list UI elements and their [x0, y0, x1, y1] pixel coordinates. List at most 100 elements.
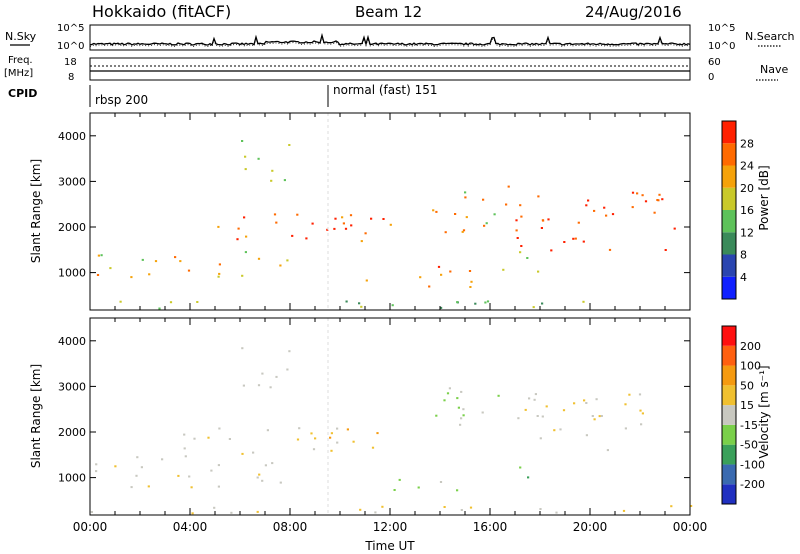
- echo-cell: [673, 227, 676, 230]
- echo-cell: [256, 510, 259, 513]
- echo-cell: [481, 411, 484, 414]
- echo-cell: [598, 415, 601, 418]
- echo-cell: [519, 204, 522, 207]
- colorbar-segment: [722, 276, 736, 299]
- echo-cell: [519, 466, 522, 469]
- echo-cell: [261, 372, 264, 375]
- echo-cell: [515, 229, 518, 232]
- echo-cell: [230, 511, 233, 514]
- echo-cell: [344, 227, 348, 230]
- echo-cell: [600, 415, 603, 417]
- echo-cell: [555, 511, 558, 514]
- echo-cell: [459, 423, 462, 426]
- echo-cell: [391, 304, 394, 307]
- echo-cell: [536, 415, 539, 417]
- freq-panel-frame: [89, 57, 691, 81]
- echo-cell: [314, 437, 317, 440]
- echo-cell: [191, 512, 194, 515]
- echo-cell: [469, 286, 472, 288]
- velocity-panel-bg: [90, 318, 690, 515]
- echo-cell: [130, 276, 133, 279]
- echo-cell: [376, 432, 379, 435]
- nave-right-tick-top: 60: [708, 57, 721, 68]
- echo-cell: [341, 216, 344, 219]
- echo-cell: [258, 473, 261, 476]
- noise-left-tick-bottom: 10^0: [57, 41, 84, 52]
- colorbar-segment: [722, 444, 736, 465]
- echo-cell: [187, 269, 191, 272]
- echo-cell: [464, 191, 467, 194]
- echo-cell: [345, 300, 348, 303]
- echo-cell: [96, 274, 100, 276]
- echo-cell: [305, 237, 308, 240]
- echo-cell: [640, 423, 643, 426]
- echo-cell: [336, 441, 339, 444]
- echo-cell: [624, 427, 627, 430]
- echo-cell: [364, 232, 367, 235]
- echo-cell: [572, 237, 575, 240]
- echo-cell: [603, 206, 606, 209]
- colorbar-tick-label: 8: [740, 249, 747, 262]
- xtick-label: 00:00: [673, 520, 708, 534]
- echo-cell: [370, 217, 373, 220]
- echo-cell: [207, 436, 210, 439]
- echo-cell: [217, 225, 220, 228]
- echo-cell: [482, 198, 485, 201]
- echo-cell: [311, 222, 314, 225]
- echo-cell: [352, 440, 355, 443]
- echo-cell: [484, 301, 487, 304]
- station-title: Hokkaido (fitACF): [92, 2, 231, 21]
- echo-cell: [641, 194, 644, 197]
- echo-cell: [330, 449, 333, 452]
- freq-label-line1: Freq.: [8, 55, 33, 66]
- echo-cell: [605, 214, 608, 217]
- noise-right-tick-top: 10^5: [708, 23, 735, 34]
- echo-cell: [326, 228, 329, 231]
- echo-cell: [217, 485, 220, 488]
- echo-cell: [279, 481, 282, 484]
- beam-title: Beam 12: [355, 3, 422, 21]
- echo-cell: [656, 199, 659, 201]
- echo-cell: [574, 237, 577, 240]
- echo-cell: [242, 384, 245, 387]
- echo-cell: [417, 486, 420, 489]
- noise-panel-frame: [89, 24, 691, 51]
- echo-cell: [624, 403, 627, 406]
- xtick-label: 00:00: [73, 520, 108, 534]
- colorbar-tick-label: 200: [740, 340, 761, 353]
- echo-cell: [435, 210, 438, 213]
- echo-cell: [350, 224, 353, 227]
- echo-cell: [526, 257, 529, 259]
- echo-cell: [389, 223, 392, 226]
- colorbar-segment: [722, 365, 736, 386]
- echo-cell: [435, 414, 438, 417]
- echo-cell: [269, 386, 272, 389]
- echo-cell: [460, 390, 463, 393]
- echo-cell: [577, 221, 580, 224]
- echo-cell: [210, 469, 213, 472]
- colorbar-segment: [722, 424, 736, 445]
- echo-cell: [264, 464, 267, 467]
- echo-cell: [644, 200, 648, 203]
- echo-cell: [464, 196, 467, 199]
- echo-cell: [169, 301, 173, 304]
- echo-cell: [440, 306, 443, 309]
- echo-cell: [446, 392, 450, 395]
- echo-cell: [393, 489, 396, 491]
- echo-cell: [519, 251, 522, 254]
- echo-cell: [288, 350, 291, 353]
- ytick-label: 3000: [58, 175, 86, 188]
- echo-cell: [582, 300, 585, 303]
- colorbar-frame: [721, 325, 737, 505]
- echo-cell: [520, 245, 523, 247]
- echo-cell: [271, 462, 274, 465]
- cpid-text-1: rbsp 200: [95, 93, 148, 107]
- echo-cell: [534, 393, 537, 396]
- echo-cell: [456, 489, 459, 492]
- echo-cell: [95, 470, 98, 473]
- echo-cell: [140, 466, 143, 469]
- cpid-label: CPID: [8, 87, 37, 100]
- echo-cell: [273, 213, 277, 216]
- echo-cell: [270, 179, 273, 182]
- echo-cell: [136, 456, 139, 459]
